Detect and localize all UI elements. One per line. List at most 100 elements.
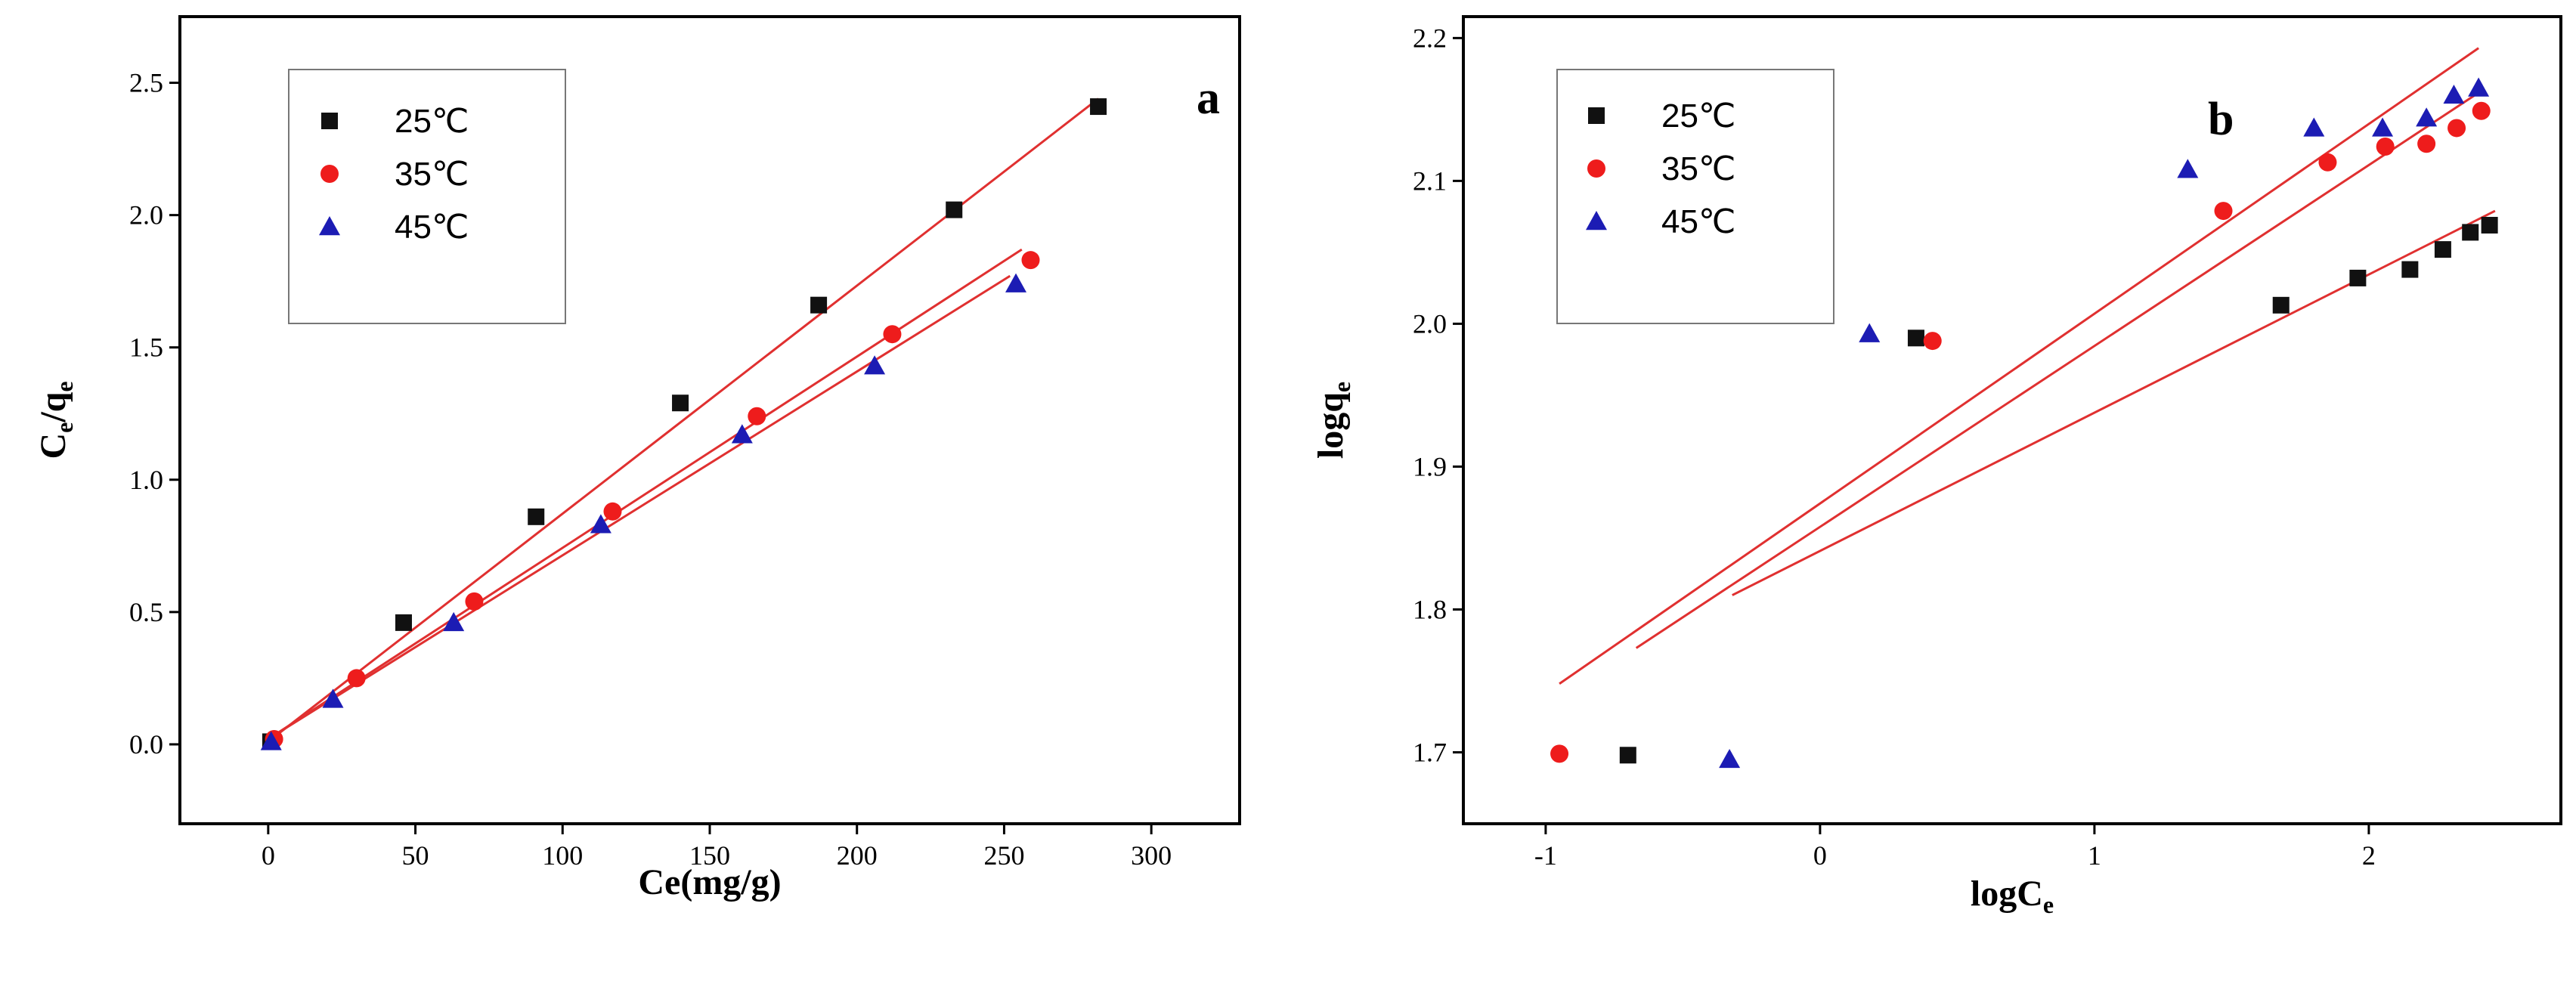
panel-a-point-s1 (883, 325, 902, 344)
panel-b: -1 0 1 2 1.7 1.8 1.9 2.0 2.1 2.2 25℃ 35℃ 45℃ b lo… (1311, 15, 2562, 918)
panel-b-x-tick-label: 1 (2088, 840, 2101, 871)
panel-a-point-s2 (322, 688, 344, 708)
panel-a-y-title-c: C (33, 433, 73, 459)
panel-b-x-tick-label: -1 (1534, 840, 1557, 871)
panel-a-x-tick-label: 50 (402, 840, 429, 871)
panel-b-legend-markers (1586, 107, 1607, 230)
panel-a-y-tick-label: 2.5 (129, 68, 163, 98)
panel-a-point-s2 (443, 611, 465, 632)
panel-b-point-s0 (2434, 241, 2451, 258)
panel-a-x-tick-label: 300 (1131, 840, 1172, 871)
panel-b-fit-line-0 (1732, 209, 2496, 596)
panel-a-x-tick-label: 0 (262, 840, 275, 871)
panel-b-legend-marker-2 (1586, 211, 1607, 230)
panel-b-y-tick-label: 1.9 (1413, 451, 1447, 481)
panel-b-point-s0 (2349, 269, 2367, 286)
panel-a-x-tick-label: 250 (983, 840, 1024, 871)
panel-a-point-s0 (946, 201, 963, 218)
panel-a-ticks: 0 50 100 150 200 250 300 0.0 0.5 1.0 1.5 2.0 2.5 (129, 68, 1172, 871)
panel-b-point-s2 (2443, 84, 2465, 104)
panel-a-y-tick-label: 1.5 (129, 333, 163, 363)
panel-b-y-tick-label: 1.8 (1413, 594, 1447, 624)
panel-b-plot-frame (1462, 15, 2562, 825)
panel-b-point-s0 (2272, 296, 2290, 314)
panel-a-fit-line-2 (268, 274, 1011, 741)
panel-a-point-s2 (590, 514, 611, 534)
panel-b-y-tick-label: 2.0 (1413, 308, 1447, 339)
panel-b-x-axis-title: logCe (1971, 874, 2054, 918)
panel-b-point-s1 (2214, 202, 2233, 221)
panel-b-point-s1 (2318, 153, 2337, 172)
panel-a-point-s0 (528, 508, 545, 525)
panel-a-point-s0 (395, 614, 412, 631)
panel-a-y-tick-label: 2.0 (129, 200, 163, 230)
panel-a-y-tick-label: 0.0 (129, 729, 163, 760)
panel-a-points (260, 98, 1107, 750)
panel-a-x-tick-label: 200 (837, 840, 878, 871)
panel-a-point-s1 (603, 502, 622, 521)
panel-b-legend-marker-0 (1588, 107, 1605, 124)
panel-b-legend-label-25: 25℃ (1661, 97, 1735, 135)
panel-b-x-tick-label: 0 (1813, 840, 1827, 871)
panel-b-point-s1 (2417, 135, 2436, 153)
panel-b-ticks: -1 0 1 2 1.7 1.8 1.9 2.0 2.1 2.2 (1413, 23, 2376, 871)
panel-a-legend-marker-0 (321, 113, 338, 129)
panel-b-point-s1 (1923, 332, 1942, 351)
panel-b-point-s1 (2448, 119, 2466, 138)
panel-b-y-title-main: logq (1311, 392, 1351, 459)
panel-b-y-title-sub: e (1328, 382, 1355, 392)
panel-a-legend-box (288, 69, 566, 324)
panel-b-point-s0 (2462, 224, 2479, 241)
panel-a-point-s1 (465, 592, 484, 611)
panel-b-x-tick-label: 2 (2362, 840, 2376, 871)
panel-b-point-s0 (2481, 216, 2498, 234)
panel-a-x-axis-title: Ce(mg/g) (638, 862, 781, 902)
panel-a-point-s2 (731, 424, 753, 444)
panel-b-legend-label-35: 35℃ (1661, 150, 1735, 187)
panel-a-x-tick-label: 150 (689, 840, 730, 871)
panel-b-y-tick-label: 1.7 (1413, 737, 1447, 767)
panel-a-legend-label-35: 35℃ (395, 156, 469, 193)
panel-a-point-s1 (347, 669, 366, 688)
panel-a-y-title-sub1: e (51, 422, 78, 433)
panel-a-point-s0 (1090, 98, 1107, 116)
panel-b-point-s2 (2303, 117, 2325, 137)
panel-a-legend-label-25: 25℃ (395, 103, 469, 140)
panel-b-legend-label-45: 45℃ (1661, 203, 1735, 240)
panel-b-point-s1 (1550, 744, 1569, 763)
panel-a-label: a (1197, 73, 1220, 124)
panel-b-x-title-main: logC (1971, 874, 2043, 914)
panel-b-point-s0 (1619, 747, 1636, 764)
panel-a-y-axis-title: Ce/qe (33, 381, 78, 459)
panel-b-fit-line-1 (1635, 90, 2482, 649)
panel-b-point-s2 (2468, 77, 2490, 97)
panel-b-point-s1 (2472, 101, 2491, 120)
panel-b-legend-marker-1 (1587, 159, 1605, 178)
panel-a-y-tick-label: 1.0 (129, 465, 163, 495)
panel-a: 0 50 100 150 200 250 300 0.0 0.5 1.0 1.5 2.0 2.5 25℃… (33, 15, 1241, 902)
panel-a-legend-markers (319, 113, 340, 236)
panel-a-legend-marker-2 (319, 216, 340, 236)
panel-b-point-s2 (2372, 117, 2394, 137)
panel-b-label: b (2208, 94, 2234, 145)
panel-a-point-s2 (864, 355, 886, 375)
panel-b-y-tick-label: 2.1 (1413, 166, 1447, 196)
panel-b-point-s2 (2416, 107, 2438, 127)
panel-b-point-s0 (2401, 261, 2419, 278)
panel-b-y-axis-title: logqe (1311, 382, 1355, 459)
panel-b-point-s2 (1719, 748, 1741, 769)
panel-b-points (1550, 77, 2498, 769)
panel-a-y-title-q: /q (33, 391, 73, 422)
panel-a-point-s2 (1005, 273, 1027, 292)
panel-b-point-s2 (2177, 159, 2199, 178)
panel-a-point-s0 (672, 394, 689, 412)
panel-a-legend-marker-1 (320, 165, 339, 183)
panel-a-y-title-sub2: e (51, 381, 78, 391)
panel-b-x-title-sub: e (2043, 891, 2054, 918)
panel-a-point-s2 (260, 731, 282, 750)
panel-a-point-s1 (1021, 251, 1040, 270)
panel-a-legend-label-45: 45℃ (395, 209, 469, 246)
panel-a-point-s0 (810, 296, 828, 314)
panel-b-y-tick-label: 2.2 (1413, 23, 1447, 53)
